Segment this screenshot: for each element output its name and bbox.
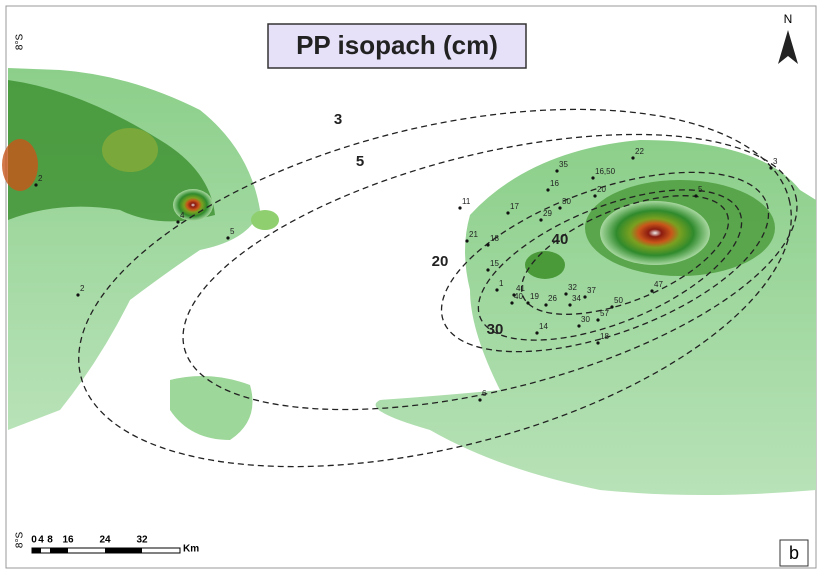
sample-point: [558, 206, 561, 209]
sample-point: [176, 220, 179, 223]
sample-label: 6: [482, 389, 487, 398]
scale-segment: [32, 548, 41, 553]
sample-point: [495, 288, 498, 291]
sample-label: 22: [635, 147, 644, 156]
sample-label: 19: [530, 292, 539, 301]
isopach-label: 3: [334, 111, 342, 128]
volcano: [525, 251, 565, 279]
isopach-label: 5: [356, 153, 364, 170]
sample-label: 30: [581, 315, 590, 324]
sample-point: [76, 293, 79, 296]
sample-label: 11: [462, 197, 471, 206]
sample-label: 35: [559, 160, 568, 169]
sample-point: [650, 289, 653, 292]
sample-point: [34, 183, 37, 186]
sample-label: 15: [490, 259, 499, 268]
sample-point: [226, 236, 229, 239]
scale-tick-label: 4: [38, 535, 44, 546]
scale-tick-label: 16: [62, 535, 74, 546]
islet: [251, 210, 279, 230]
map: PP isopach (cm) N 8°S 8°S Km b 048162432…: [0, 0, 824, 575]
sample-label: 17: [510, 202, 519, 211]
north-label: N: [784, 12, 793, 26]
sample-label: 16: [550, 179, 559, 188]
sample-point: [539, 218, 542, 221]
sample-point: [694, 194, 697, 197]
sample-label: 57: [600, 309, 609, 318]
scale-segment: [105, 548, 142, 553]
sample-point: [510, 301, 513, 304]
sample-point: [631, 156, 634, 159]
scale-tick-label: 0: [31, 535, 37, 546]
sample-label: 18: [600, 332, 609, 341]
sample-point: [591, 176, 594, 179]
isopach-label: 30: [487, 321, 504, 338]
sample-label: 18: [490, 234, 499, 243]
panel-label: b: [789, 543, 799, 563]
sample-label: 14: [539, 322, 548, 331]
scale-tick-label: 24: [99, 535, 111, 546]
sample-point: [465, 239, 468, 242]
sample-point: [596, 341, 599, 344]
sample-point: [506, 211, 509, 214]
sample-label: 37: [587, 286, 596, 295]
sample-label: 3: [773, 157, 778, 166]
sample-point: [555, 169, 558, 172]
volcano: [2, 139, 38, 191]
sample-point: [544, 303, 547, 306]
sample-label: 5: [698, 185, 703, 194]
sample-label: 26: [548, 294, 557, 303]
sample-point: [458, 206, 461, 209]
sample-label: 4: [180, 211, 185, 220]
scale-segment: [50, 548, 68, 553]
sample-point: [769, 166, 772, 169]
sample-point: [596, 318, 599, 321]
volcano: [600, 201, 710, 265]
crater: [102, 128, 158, 172]
sample-label: 16,50: [595, 167, 616, 176]
isopach-label: 40: [552, 231, 569, 248]
sample-point: [486, 243, 489, 246]
title: PP isopach (cm): [296, 30, 498, 60]
sample-point: [486, 268, 489, 271]
sample-label: 32: [568, 283, 577, 292]
sample-label: 1: [499, 279, 504, 288]
sample-point: [546, 188, 549, 191]
isopach-label: 20: [432, 253, 449, 270]
sample-label: 50: [614, 296, 623, 305]
sample-label: 2: [38, 174, 43, 183]
latitude-label: 8°S: [15, 532, 26, 549]
scale-bar: [32, 548, 180, 553]
sample-label: 29: [543, 209, 552, 218]
sample-label: 30: [562, 197, 571, 206]
scale-unit: Km: [183, 544, 199, 555]
latitude-label: 8°S: [15, 34, 26, 51]
scale-tick-label: 32: [136, 535, 148, 546]
sample-label: 34: [572, 294, 581, 303]
sample-label: 5: [230, 227, 235, 236]
sample-label: 40: [514, 292, 523, 301]
sample-point: [577, 324, 580, 327]
sample-point: [535, 331, 538, 334]
sample-point: [610, 305, 613, 308]
sample-point: [526, 301, 529, 304]
sample-label: 21: [469, 230, 478, 239]
sample-point: [568, 303, 571, 306]
sample-point: [478, 398, 481, 401]
scale-tick-label: 8: [47, 535, 53, 546]
sample-point: [583, 295, 586, 298]
sample-label: 47: [654, 280, 663, 289]
sample-label: 2: [80, 284, 85, 293]
sample-point: [564, 292, 567, 295]
sample-point: [593, 194, 596, 197]
sample-label: 20: [597, 185, 606, 194]
